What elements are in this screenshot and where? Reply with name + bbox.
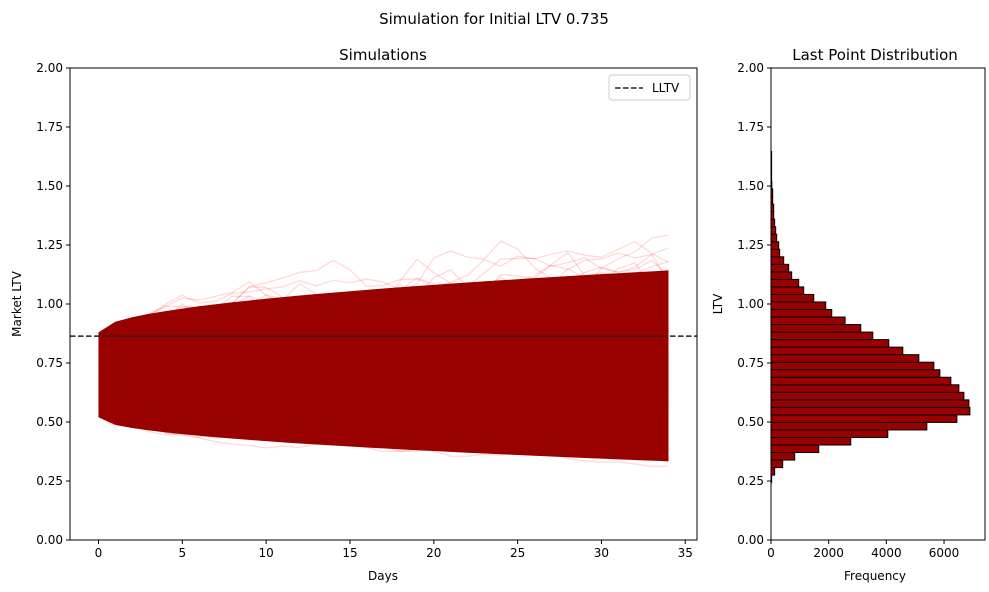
histogram-bar [770, 369, 941, 378]
left-xlabel: Days [368, 569, 398, 583]
figure-suptitle: Simulation for Initial LTV 0.735 [379, 10, 609, 28]
histogram-bar [770, 452, 796, 461]
x-tick-label: 25 [510, 546, 525, 560]
y-tick-label: 1.50 [36, 179, 63, 193]
histogram-bar [770, 467, 776, 476]
histogram-bar [770, 354, 920, 363]
y-tick-label: 0.50 [36, 415, 63, 429]
x-tick-label: 35 [678, 546, 693, 560]
histogram-bar [770, 376, 952, 386]
right-axis-ticks: 0 2000 4000 6000 0.00 0.25 0.50 0.75 1.00 1.25 1.5… [737, 61, 959, 560]
y-tick-label: 0.75 [737, 356, 764, 370]
histogram-bar [770, 316, 846, 326]
y-tick-label: 0.00 [737, 533, 764, 547]
dense-path-band [98, 270, 669, 462]
y-tick-label: 1.25 [737, 238, 764, 252]
histogram-bars [770, 150, 971, 484]
y-tick-label: 1.75 [737, 120, 764, 134]
right-xlabel: Frequency [844, 569, 906, 583]
histogram-bar [770, 248, 781, 258]
histogram-bar [770, 391, 965, 401]
histogram-bar [770, 256, 785, 265]
x-tick-label: 5 [179, 546, 187, 560]
left-axis-ticks: 0 5 10 15 20 25 30 35 0.00 0.25 0.50 0.75 1.00 1.25 1.… [36, 61, 693, 560]
x-tick-label: 0 [767, 546, 775, 560]
x-tick-label: 30 [594, 546, 609, 560]
histogram-bar [770, 241, 780, 250]
y-tick-label: 0.25 [737, 474, 764, 488]
y-tick-label: 0.50 [737, 415, 764, 429]
right-title: Last Point Distribution [792, 46, 958, 64]
legend-label-lltv: LLTV [652, 81, 680, 95]
histogram-bar [770, 414, 958, 423]
x-tick-label: 0 [95, 546, 103, 560]
histogram-bar [770, 293, 815, 303]
left-axes-frame [69, 67, 698, 541]
histogram-bar [770, 331, 874, 341]
histogram-bar [770, 278, 800, 288]
left-ylabel: Market LTV [10, 270, 24, 336]
y-tick-label: 2.00 [36, 61, 63, 75]
histogram-bar [770, 436, 852, 446]
histogram-bar [770, 339, 890, 348]
y-tick-label: 0.00 [36, 533, 63, 547]
histogram-bar [770, 301, 827, 310]
y-tick-label: 1.00 [36, 297, 63, 311]
x-tick-label: 15 [342, 546, 357, 560]
x-tick-label: 2000 [813, 546, 844, 560]
x-tick-label: 20 [426, 546, 441, 560]
histogram-bar [770, 271, 793, 280]
histogram-bar [770, 399, 970, 408]
right-axes-frame [770, 67, 986, 541]
histogram-bar [770, 361, 935, 371]
simulation-paths [70, 234, 697, 468]
histogram-bar [770, 218, 776, 228]
y-tick-label: 0.25 [36, 474, 63, 488]
histogram-bar [770, 444, 820, 454]
y-tick-label: 1.25 [36, 238, 63, 252]
histogram-bar [770, 429, 889, 438]
histogram-bar [770, 406, 971, 416]
y-tick-label: 1.00 [737, 297, 764, 311]
histogram-bar [770, 459, 784, 469]
x-tick-label: 6000 [929, 546, 960, 560]
y-tick-label: 1.75 [36, 120, 63, 134]
y-tick-label: 2.00 [737, 61, 764, 75]
histogram-bar [770, 324, 862, 333]
histogram-bar [770, 421, 928, 431]
histogram-bar [770, 226, 777, 235]
histogram-bar [770, 308, 833, 318]
histogram-bar [770, 233, 778, 243]
x-tick-label: 10 [259, 546, 274, 560]
histogram-bar [770, 286, 805, 295]
y-tick-label: 1.50 [737, 179, 764, 193]
right-ylabel: LTV [711, 293, 725, 314]
histogram-bar [770, 263, 790, 273]
left-title: Simulations [339, 46, 427, 64]
histogram-bar [770, 346, 904, 356]
x-tick-label: 4000 [871, 546, 902, 560]
y-tick-label: 0.75 [36, 356, 63, 370]
legend: LLTV [608, 74, 691, 101]
histogram-bar [770, 384, 960, 393]
